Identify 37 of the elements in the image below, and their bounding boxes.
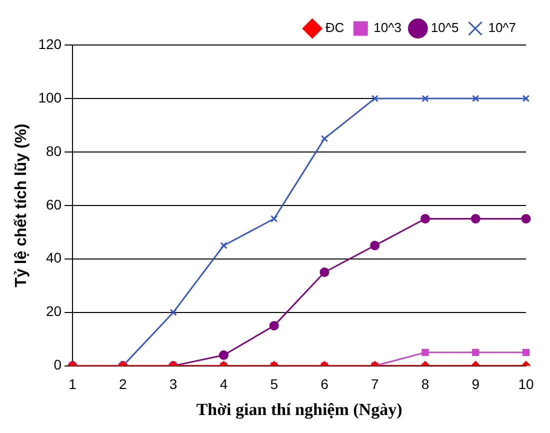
point	[420, 214, 430, 224]
point	[422, 94, 429, 102]
legend-label: 10^7	[488, 20, 516, 36]
y-tick-label: 20	[46, 303, 62, 320]
x-axis-title: Thời gian thí nghiệm (Ngày)	[196, 400, 402, 420]
x-tick-label: 5	[270, 376, 278, 392]
point	[470, 214, 480, 224]
x-tick-label: 9	[472, 376, 480, 392]
y-tick-label: 40	[46, 250, 62, 266]
point	[370, 240, 380, 250]
x-tick-label: 10	[518, 376, 534, 392]
x-tick-label: 1	[68, 376, 77, 392]
x-tick-label: 3	[169, 376, 178, 392]
legend-label: 10^3	[374, 20, 402, 36]
x-tick-label: 4	[220, 376, 228, 392]
y-tick-label: 120	[38, 36, 62, 52]
y-axis-title: Tỷ lệ chết tích lũy (%)	[13, 124, 30, 288]
point	[220, 242, 228, 250]
point	[320, 267, 330, 277]
y-tick-label: 80	[46, 142, 62, 159]
legend-label: 10^5	[430, 20, 459, 36]
point	[522, 94, 530, 102]
point	[371, 94, 378, 102]
x-tick-label: 6	[320, 376, 329, 392]
point	[170, 308, 177, 316]
point	[472, 94, 480, 102]
y-tick-label: 60	[46, 196, 62, 212]
y-tick-label: 100	[38, 89, 62, 106]
legend-label: ĐC	[325, 20, 344, 36]
point	[270, 215, 278, 222]
point	[521, 214, 531, 224]
point	[269, 320, 279, 330]
x-tick-label: 2	[119, 376, 128, 392]
x-tick-label: 8	[421, 376, 430, 392]
point	[320, 134, 328, 142]
y-tick-label: 0	[54, 356, 62, 373]
x-tick-label: 7	[370, 376, 379, 392]
